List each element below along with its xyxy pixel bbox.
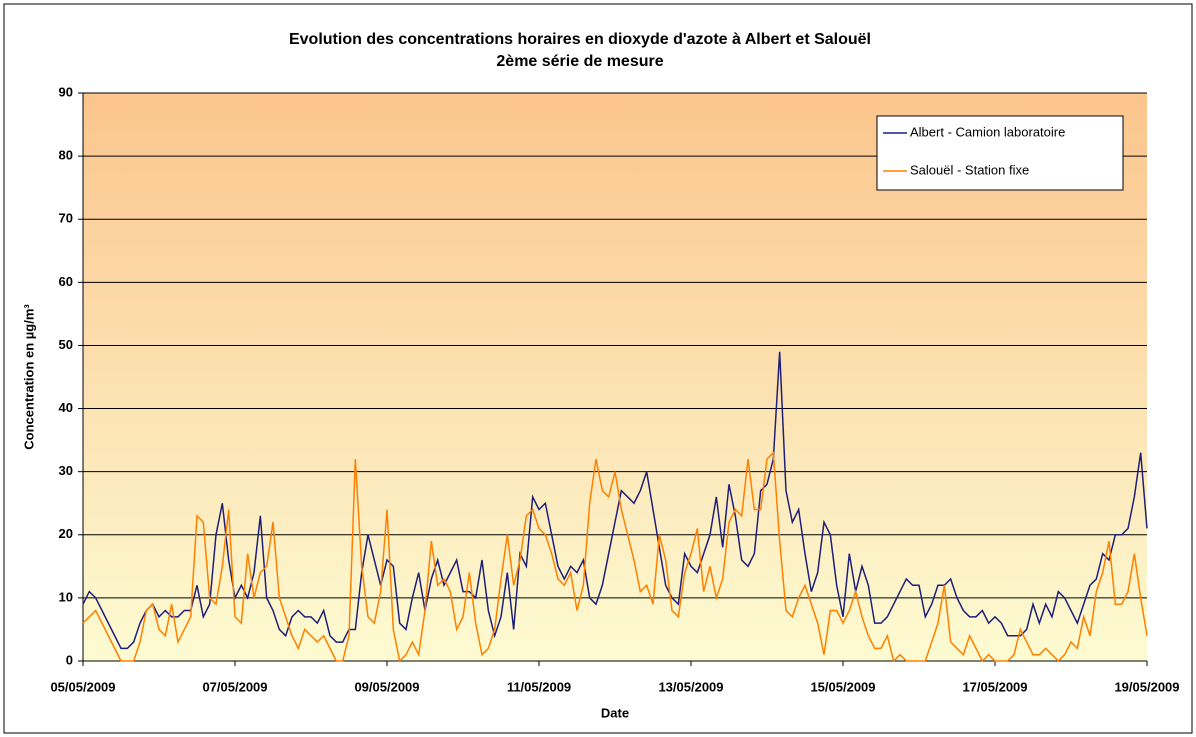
legend-label: Salouël - Station fixe [910, 162, 1029, 177]
y-tick-label: 20 [59, 526, 73, 541]
x-axis-label: Date [601, 705, 629, 720]
y-tick-label: 50 [59, 337, 73, 352]
chart-subtitle: 2ème série de mesure [496, 53, 663, 70]
x-tick-label: 17/05/2009 [962, 679, 1027, 694]
y-tick-label: 40 [59, 400, 73, 415]
x-tick-label: 13/05/2009 [658, 679, 723, 694]
chart-title: Evolution des concentrations horaires en… [289, 31, 871, 48]
y-tick-label: 70 [59, 211, 73, 226]
legend-box [876, 115, 1124, 191]
y-tick-label: 10 [59, 589, 73, 604]
y-tick-label: 0 [66, 652, 73, 667]
x-tick-label: 05/05/2009 [50, 679, 115, 694]
x-tick-label: 15/05/2009 [810, 679, 875, 694]
y-tick-label: 90 [59, 84, 73, 99]
y-axis-label: Concentration en µg/m³ [21, 304, 36, 450]
x-tick-label: 07/05/2009 [202, 679, 267, 694]
y-tick-label: 80 [59, 148, 73, 163]
x-tick-label: 09/05/2009 [354, 679, 419, 694]
series-line [82, 451, 1148, 663]
y-tick-label: 60 [59, 274, 73, 289]
series-line [82, 351, 1148, 650]
legend-label: Albert - Camion laboratoire [910, 124, 1065, 139]
x-tick-label: 11/05/2009 [507, 679, 571, 694]
y-tick-label: 30 [59, 463, 73, 478]
x-tick-label: 19/05/2009 [1114, 679, 1179, 694]
